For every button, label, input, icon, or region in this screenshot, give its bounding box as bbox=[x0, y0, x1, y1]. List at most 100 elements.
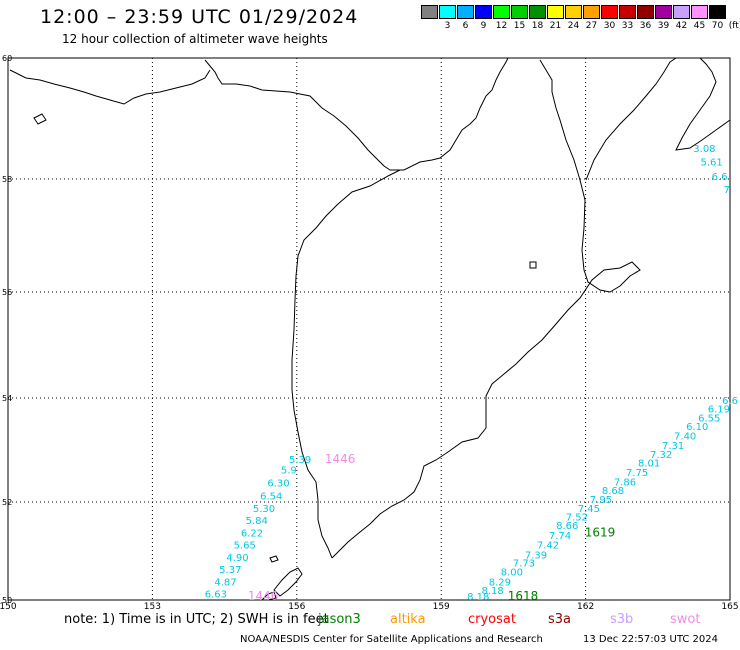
legend-label: 70 bbox=[711, 21, 724, 31]
ne-peninsula bbox=[675, 57, 731, 151]
swh-value: 7.86 bbox=[614, 477, 636, 488]
legend-swatch bbox=[475, 5, 492, 19]
footer-credit: NOAA/NESDIS Center for Satellite Applica… bbox=[240, 634, 543, 645]
graticule bbox=[8, 58, 730, 600]
satellite-name: s3b bbox=[610, 612, 634, 627]
legend-swatch bbox=[583, 5, 600, 19]
swh-value: 8.66 bbox=[556, 521, 578, 532]
lon-tick-label: 165 bbox=[721, 602, 738, 612]
footer-timestamp: 13 Dec 22:57:03 UTC 2024 bbox=[583, 634, 718, 645]
legend-swatch bbox=[709, 5, 726, 19]
kamchatka-coastline bbox=[204, 57, 509, 171]
legend-swatch bbox=[673, 5, 690, 19]
legend-swatch bbox=[439, 5, 456, 19]
swh-value: 7.40 bbox=[674, 432, 696, 443]
legend-label: 3 bbox=[444, 21, 451, 31]
swh-value: 5.65 bbox=[234, 541, 256, 552]
legend-label: 18 bbox=[531, 21, 544, 31]
swh-value: 7.39 bbox=[525, 550, 547, 561]
map-frame bbox=[7, 57, 731, 601]
legend-swatch bbox=[619, 5, 636, 19]
legend-swatch bbox=[691, 5, 708, 19]
swh-value: 7.45 bbox=[578, 504, 600, 515]
note-text: note: 1) Time is in UTC; 2) SWH is in fe… bbox=[64, 612, 329, 627]
swh-value: 6.19 bbox=[708, 405, 730, 416]
legend-label: 6 bbox=[462, 21, 469, 31]
legend-label: 30 bbox=[603, 21, 616, 31]
swh-value: 6.10 bbox=[686, 422, 708, 433]
lon-tick-label: 162 bbox=[577, 602, 594, 612]
lat-tick-label: 56 bbox=[2, 288, 12, 297]
swh-value: 8.18 bbox=[467, 592, 489, 603]
swh-value: 7.32 bbox=[650, 450, 672, 461]
track-id-label: 1619 bbox=[585, 525, 616, 539]
swh-value: 5.9 bbox=[281, 465, 297, 476]
swh-value: 5.61 bbox=[701, 158, 723, 169]
swh-value: 6.30 bbox=[267, 478, 289, 489]
swh-value: 5.37 bbox=[219, 565, 241, 576]
legend-swatch bbox=[565, 5, 582, 19]
swh-value: 7.31 bbox=[662, 441, 684, 452]
swh-value: 7.52 bbox=[566, 513, 588, 524]
lon-tick-label: 153 bbox=[144, 602, 161, 612]
legend-unit: (ft) bbox=[728, 21, 740, 31]
swh-value: 6.22 bbox=[241, 528, 263, 539]
lat-tick-label: 50 bbox=[2, 596, 12, 605]
swh-value: 8.29 bbox=[489, 577, 511, 588]
lat-tick-label: 58 bbox=[2, 175, 12, 184]
legend-swatch bbox=[511, 5, 528, 19]
swh-value: 6.6 bbox=[722, 396, 738, 407]
legend-swatch bbox=[637, 5, 654, 19]
lat-tick-label: 52 bbox=[2, 498, 12, 507]
satellite-name: s3a bbox=[548, 612, 572, 627]
koryak-coast bbox=[585, 57, 677, 181]
legend-label: 21 bbox=[549, 21, 562, 31]
swh-value: 4.90 bbox=[226, 553, 248, 564]
altimeter-tracks: 5.395.9 6.30 6.54 5.305.846.22 5.654.905.374… bbox=[205, 144, 738, 603]
page-title: 12:00 – 23:59 UTC 01/29/2024 bbox=[40, 6, 359, 28]
swh-value: 7.75 bbox=[626, 468, 648, 479]
islet-b bbox=[529, 261, 537, 269]
swh-value: 7.42 bbox=[537, 541, 559, 552]
swh-value: 7 bbox=[724, 185, 730, 196]
kuril-paramushir bbox=[260, 591, 277, 601]
lon-tick-label: 150 bbox=[0, 602, 17, 612]
satellite-name: cryosat bbox=[468, 612, 516, 627]
west-kamchatka-coast bbox=[291, 169, 401, 559]
satellite-name: altika bbox=[390, 612, 426, 627]
lon-tick-label: 159 bbox=[433, 602, 450, 612]
swh-value: 5.39 bbox=[289, 455, 311, 466]
coastline bbox=[9, 57, 731, 601]
swh-value: 7.73 bbox=[513, 559, 535, 570]
legend-swatch bbox=[601, 5, 618, 19]
swh-value: 7.95 bbox=[590, 495, 612, 506]
swh-value: 6.6 bbox=[712, 172, 728, 183]
legend-label: 15 bbox=[513, 21, 526, 31]
satellite-name: jason3 bbox=[318, 612, 361, 627]
shelikhov-coast bbox=[9, 69, 211, 105]
swh-value: 5.84 bbox=[246, 516, 268, 527]
legend-label: 33 bbox=[621, 21, 634, 31]
swh-value: 4.87 bbox=[214, 577, 236, 588]
lat-tick-label: 60 bbox=[2, 54, 12, 63]
legend-swatch bbox=[493, 5, 510, 19]
swh-value: 5.30 bbox=[253, 504, 275, 515]
swh-value: 8.68 bbox=[602, 486, 624, 497]
kuril-shumshu bbox=[273, 567, 303, 597]
page-subtitle: 12 hour collection of altimeter wave hei… bbox=[62, 32, 328, 46]
legend-swatch bbox=[421, 5, 438, 19]
legend-label: 39 bbox=[657, 21, 670, 31]
legend-label: 24 bbox=[567, 21, 580, 31]
track-id-label: 1446 bbox=[248, 589, 279, 603]
swh-value: 6.55 bbox=[698, 413, 720, 424]
islet-a bbox=[269, 555, 279, 563]
legend-label: 9 bbox=[480, 21, 487, 31]
lat-tick-label: 54 bbox=[2, 394, 12, 403]
legend-label: 45 bbox=[693, 21, 706, 31]
legend-swatch bbox=[547, 5, 564, 19]
swh-value: 8.01 bbox=[638, 459, 660, 470]
track-id-label: 1446 bbox=[325, 452, 356, 466]
legend-swatch bbox=[457, 5, 474, 19]
